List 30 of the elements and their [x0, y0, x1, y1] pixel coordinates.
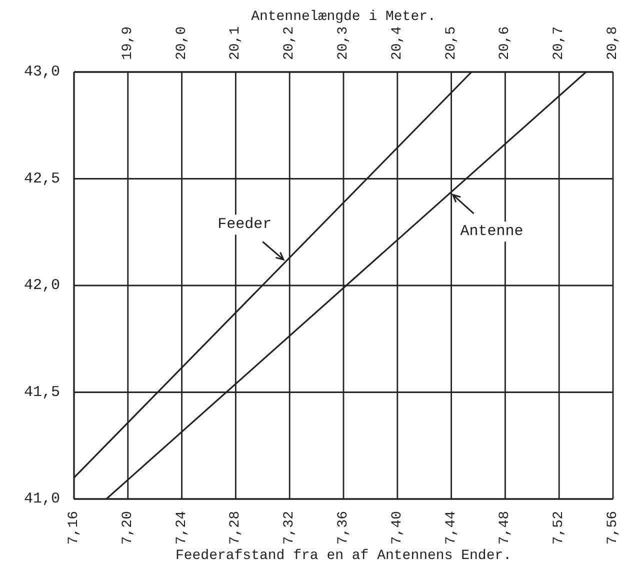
- x2-axis-title: Antennelængde i Meter.: [251, 8, 436, 25]
- x2-tick-label: 20,1: [228, 26, 244, 60]
- x-tick-label: 7,32: [282, 511, 298, 545]
- x-axis-title: Feederafstand fra en af Antennens Ender.: [175, 548, 512, 564]
- y-tick-label: 42,0: [24, 277, 60, 294]
- x-tick-label: 7,20: [120, 511, 136, 545]
- x2-tick-label: 19,9: [120, 26, 136, 60]
- x2-tick-label: 20,2: [282, 26, 298, 60]
- x-tick-label: 7,48: [497, 511, 514, 545]
- y-tick-label: 41,5: [24, 384, 60, 401]
- legend-label: Antenne: [460, 223, 524, 240]
- x-tick-label: 7,40: [389, 511, 406, 545]
- x2-tick-label: 20,4: [389, 26, 406, 60]
- x2-tick-label: 20,8: [605, 26, 621, 60]
- x-tick-label: 7,56: [605, 511, 621, 545]
- x2-tick-label: 20,6: [497, 26, 514, 60]
- y-tick-label: 41,0: [24, 490, 60, 508]
- x-tick-label: 7,24: [174, 511, 190, 545]
- x-tick-label: 7,16: [66, 511, 82, 545]
- x-tick-label: 7,44: [443, 511, 460, 545]
- x2-tick-label: 20,7: [551, 26, 568, 60]
- x-tick-label: 7,52: [551, 511, 568, 545]
- series-label: Feeder: [218, 216, 272, 234]
- x-tick-label: 7,28: [228, 511, 244, 545]
- x2-tick-label: 20,3: [336, 26, 352, 60]
- y-tick-label: 43,0: [24, 64, 60, 80]
- x2-tick-label: 20,5: [443, 26, 460, 60]
- x-tick-label: 7,36: [336, 511, 352, 545]
- x2-tick-label: 20,0: [174, 26, 190, 60]
- y-tick-label: 42,5: [24, 170, 60, 188]
